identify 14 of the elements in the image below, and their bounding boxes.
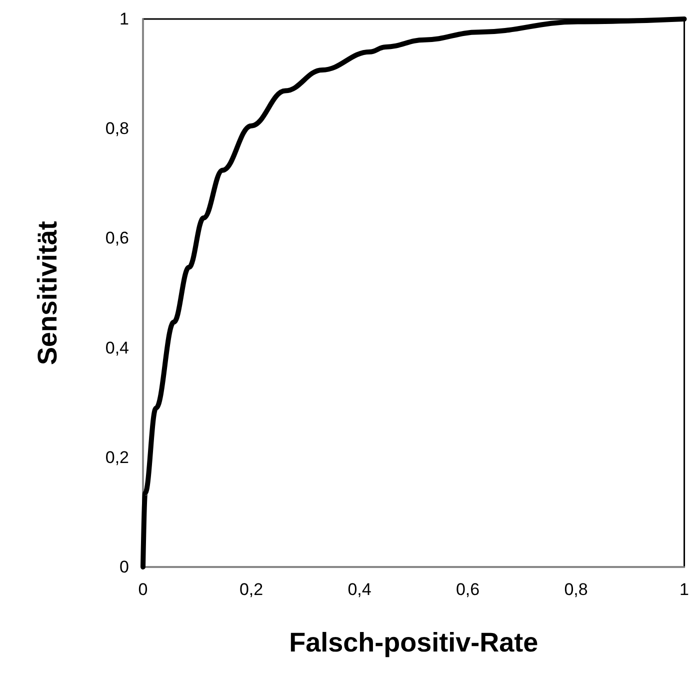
y-tick-label: 0	[120, 558, 129, 576]
y-tick-label: 0,6	[105, 228, 129, 248]
y-tick-label: 0,2	[105, 448, 129, 467]
y-tick-label: 0,4	[105, 338, 129, 358]
x-tick-label: 0,4	[348, 580, 372, 599]
x-tick-label: 0,8	[564, 580, 588, 599]
x-tick-label: 0	[138, 580, 148, 599]
y-tick-label: 1	[120, 10, 129, 28]
x-axis-title: Falsch-positiv-Rate	[289, 628, 538, 658]
x-tick-label: 0,6	[456, 580, 480, 599]
y-axis-title: Sensitivität	[32, 220, 62, 366]
x-tick-label: 0,2	[239, 580, 264, 599]
x-tick-label: 1	[680, 580, 690, 599]
y-tick-label: 0,8	[105, 119, 129, 138]
